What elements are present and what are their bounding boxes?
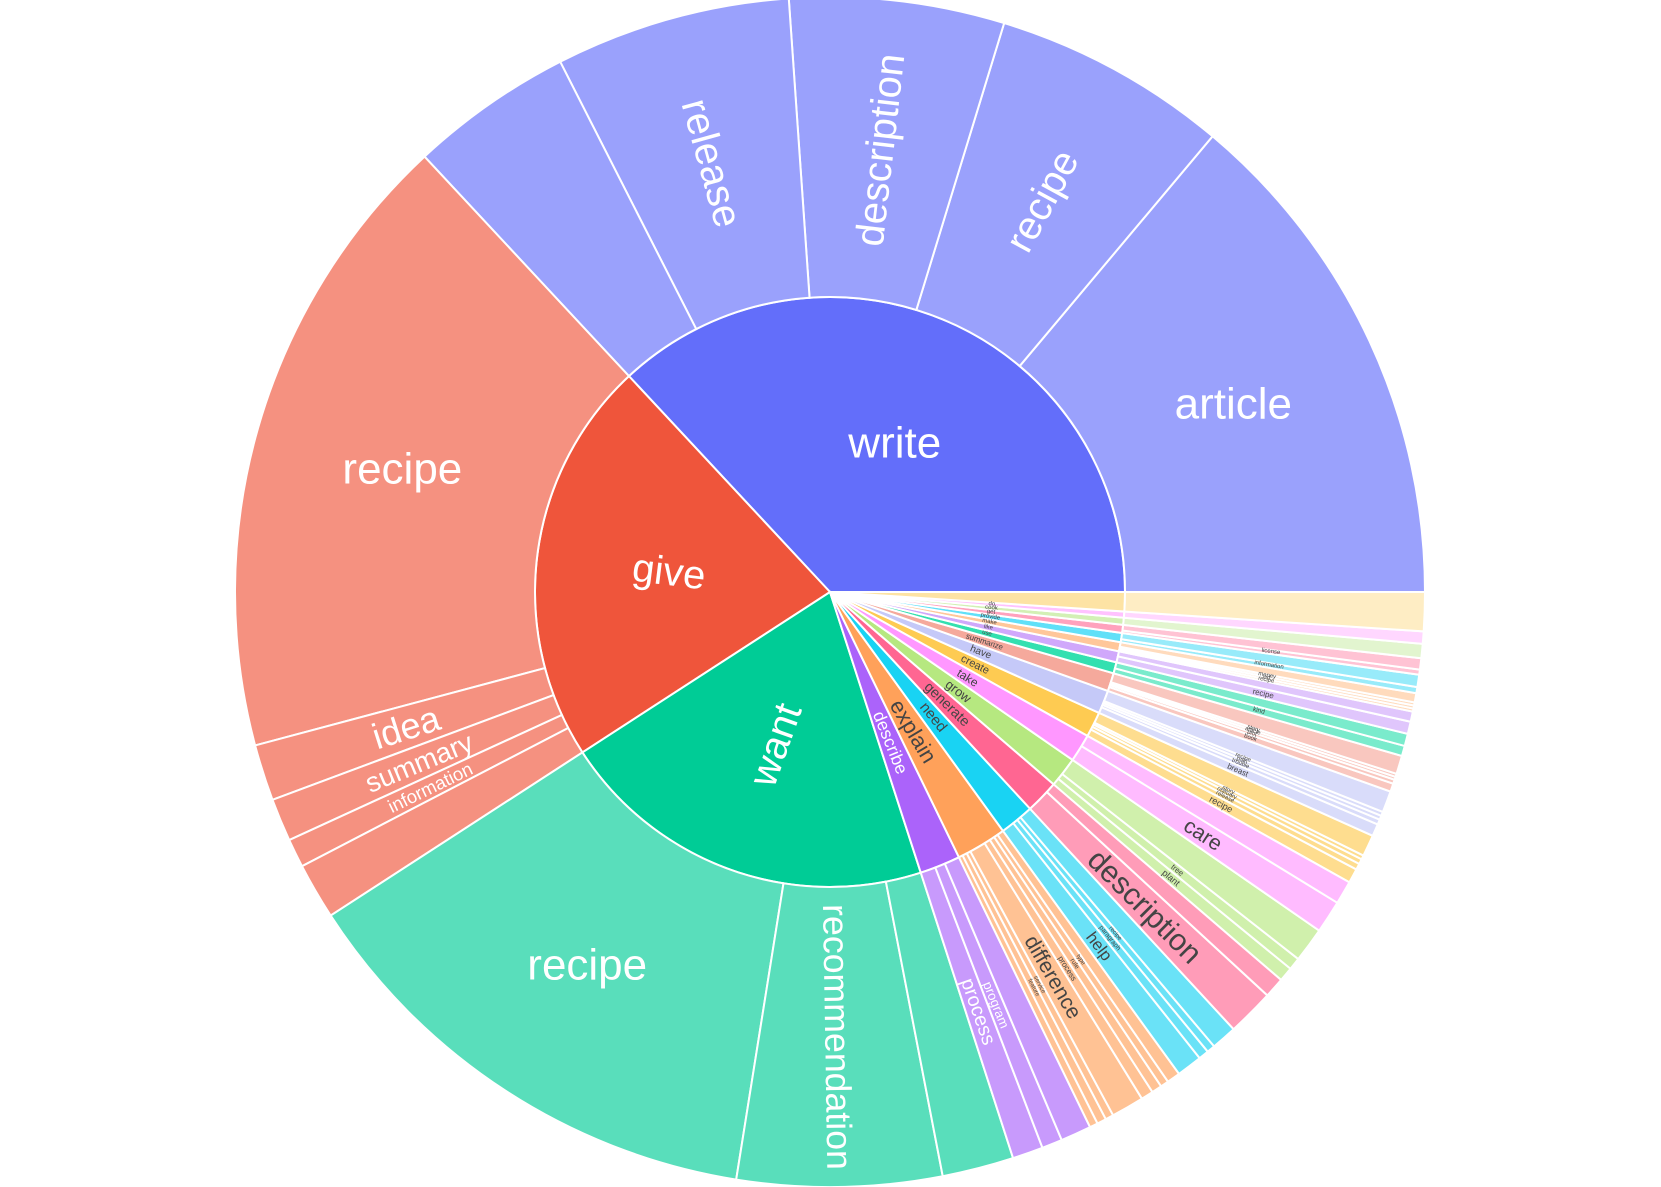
outer-label-license-16-0: license: [1261, 648, 1281, 657]
outer-sector-describe-process-0[interactable]: [919, 866, 1044, 1160]
outer-sector-grow-unlabeled-2[interactable]: [1060, 758, 1321, 961]
outer-sector-generate-description-0[interactable]: [1028, 790, 1269, 1031]
inner-label-give-1: give: [630, 546, 708, 599]
inner-label-provide-15: provide: [980, 613, 1001, 622]
outer-sector-want-recipe-0[interactable]: [329, 751, 785, 1181]
inner-label-make-14: make: [982, 618, 998, 627]
outer-sector-describe-unlabeled-2[interactable]: [943, 855, 1092, 1142]
outer-label-pain-10-2: pain: [1235, 756, 1248, 766]
outer-label-article-11-2: article: [1244, 726, 1262, 737]
outer-sector-give-recipe-0[interactable]: [234, 155, 631, 747]
outer-sector-explain-difference-3[interactable]: [969, 841, 1144, 1117]
outer-sector-need-help-0[interactable]: [1001, 821, 1202, 1076]
inner-label-do-18: do: [988, 601, 996, 608]
outer-sector-write-unlabeled-4[interactable]: [423, 60, 698, 378]
outer-label-story-11-3: story: [1246, 724, 1260, 734]
outer-sector-need-unlabeled-3[interactable]: [1019, 807, 1236, 1048]
outer-label-kind-12-0: kind: [1252, 706, 1266, 716]
outer-sector-write-release-3[interactable]: [558, 0, 811, 331]
outer-sector-write-article-0[interactable]: [1018, 134, 1427, 593]
outer-label-article-0-0: article: [1175, 379, 1292, 428]
outer-label-recipe-10-3: recipe: [1234, 752, 1252, 764]
outer-label-recipe-1-0: recipe: [342, 445, 462, 494]
outer-sector-want-unlabeled-2[interactable]: [884, 871, 1015, 1178]
inner-label-cook-17: cook: [985, 604, 999, 611]
outer-label-recipe-2-0: recipe: [527, 940, 647, 989]
outer-label-book-11-0: book: [1243, 733, 1258, 743]
outer-label-story-9-3: story: [1221, 785, 1235, 796]
outer-label-list-14-1: list: [1262, 674, 1271, 681]
outer-label-type-4-6: type: [1075, 954, 1087, 967]
outer-sector-give-information-3[interactable]: [287, 713, 570, 868]
inner-label-get-16: get: [986, 609, 995, 616]
outer-sector-give-summary-2[interactable]: [271, 693, 564, 842]
outer-sector-want-recommendation-1[interactable]: [735, 880, 944, 1187]
outer-sector-unlabeled-unlabeled-0[interactable]: [1123, 591, 1427, 633]
outer-label-plot-11-1: plot: [1246, 730, 1257, 739]
outer-label-money-14-2: money: [1258, 671, 1277, 680]
outer-label-recipe-14-0: recipe: [1258, 676, 1276, 685]
outer-sector-write-recipe-1[interactable]: [915, 21, 1214, 368]
inner-label-use-12: use: [981, 630, 993, 638]
outer-label-information-15-0: information: [1254, 660, 1284, 671]
inner-label-write-0: write: [847, 419, 941, 468]
outer-sector-give-idea-1[interactable]: [253, 666, 555, 802]
outer-label-recommendation-2-1: recommendation: [815, 904, 859, 1170]
outer-sector-take-care-0[interactable]: [1071, 744, 1339, 933]
outer-sector-write-description-2[interactable]: [787, 0, 1006, 312]
outer-sector-give-unlabeled-4[interactable]: [300, 726, 584, 917]
inner-label-like-13: like: [983, 624, 994, 632]
